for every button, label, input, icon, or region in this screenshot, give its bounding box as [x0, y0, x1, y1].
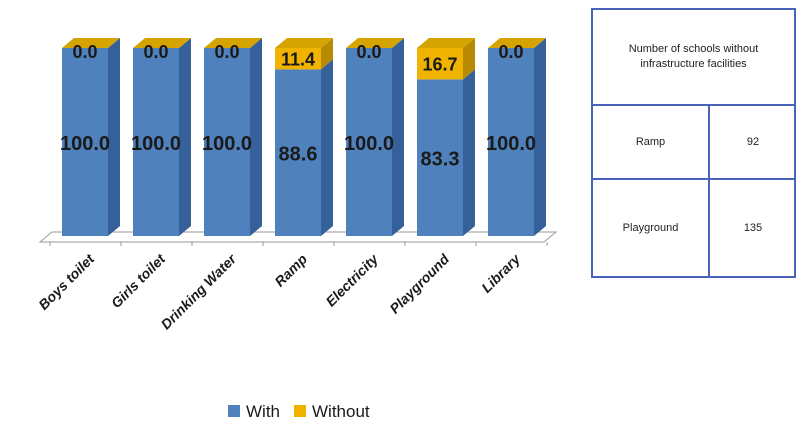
table-header: Number of schools without infrastructure…: [628, 43, 759, 70]
bar-top-cap: [417, 38, 475, 48]
bar-with: [62, 48, 108, 236]
x-tick-label: Girls toilet: [108, 250, 169, 311]
table-row-value: 135: [743, 221, 763, 234]
x-tick-label: Library: [478, 250, 524, 296]
data-label-with: 100.0: [202, 133, 252, 155]
data-label-with: 100.0: [60, 133, 110, 155]
bar-without: [275, 48, 321, 70]
bar-top-cap: [133, 38, 191, 48]
table-header-row: Number of schools without infrastructure…: [593, 10, 794, 106]
data-label-with: 100.0: [486, 133, 536, 155]
infrastructure-table: Number of schools without infrastructure…: [591, 8, 796, 278]
data-label-with: 88.6: [279, 144, 318, 166]
bar-with: [346, 48, 392, 236]
data-label-without: 16.7: [422, 55, 457, 75]
table-row-label: Playground: [593, 180, 710, 276]
data-label-without: 11.4: [281, 50, 315, 70]
data-label-with: 83.3: [421, 149, 460, 171]
bar-top-cap: [488, 38, 546, 48]
table-row-value: 92: [746, 135, 760, 148]
bar-top-cap: [204, 38, 262, 48]
bar-top-cap: [275, 38, 333, 48]
bar-without-side: [321, 38, 333, 70]
bar-with-side: [108, 38, 120, 236]
data-label-with: 100.0: [131, 133, 181, 155]
bar-top-cap: [346, 38, 404, 48]
legend-swatch-without: [294, 405, 306, 417]
bar-with: [417, 79, 463, 237]
x-tick-label: Boys toilet: [35, 250, 98, 313]
bar-with: [275, 69, 321, 236]
data-label-with: 100.0: [344, 133, 394, 155]
x-tick-label: Ramp: [271, 250, 310, 289]
legend-label-without: Without: [312, 402, 370, 421]
bar-without: [417, 48, 463, 80]
x-tick-label: Playground: [386, 250, 452, 316]
legend-swatch-with: [228, 405, 240, 417]
bar-with: [133, 48, 179, 236]
bar-with-side: [463, 69, 475, 237]
bar-with-side: [250, 38, 262, 236]
data-label-without: 0.0: [214, 42, 239, 62]
x-tick-label: Drinking Water: [158, 250, 241, 333]
data-label-without: 0.0: [72, 42, 97, 62]
bar-with-side: [392, 38, 404, 236]
legend-label-with: With: [246, 402, 280, 421]
bar-with-side: [179, 38, 191, 236]
bar-with: [488, 48, 534, 236]
table-row-label: Ramp: [593, 106, 710, 178]
bar-with-side: [321, 59, 333, 236]
table-row: Ramp 92: [593, 106, 794, 180]
table-row: Playground 135: [593, 180, 794, 276]
stacked-bar-chart: 100.0 0.0 Boys toilet 100.0 0.0 Girls toilet 1…: [35, 38, 558, 421]
bar-with-side: [534, 38, 546, 236]
bar-with: [204, 48, 250, 236]
bar-top-cap: [62, 38, 120, 48]
data-label-without: 0.0: [356, 42, 381, 62]
data-label-without: 0.0: [498, 42, 523, 62]
x-tick-label: Electricity: [322, 250, 381, 309]
bar-without-side: [463, 38, 475, 80]
data-label-without: 0.0: [143, 42, 168, 62]
